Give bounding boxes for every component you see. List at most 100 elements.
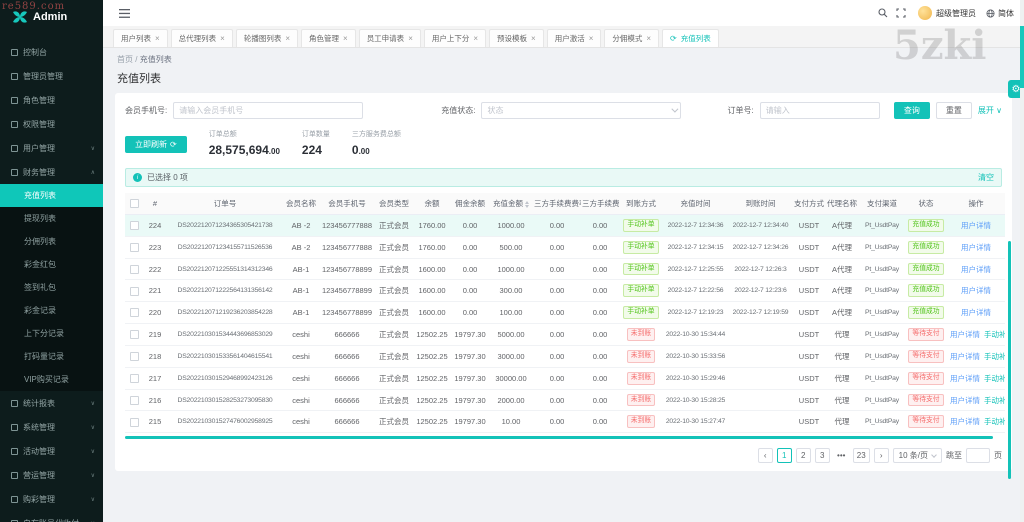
- tab-用户列表[interactable]: 用户列表 ×: [113, 29, 168, 47]
- user-detail-link[interactable]: 用户详情: [961, 264, 991, 274]
- sidebar-item-角色管理[interactable]: 角色管理: [0, 88, 103, 112]
- sidebar-item-控制台[interactable]: 控制台: [0, 40, 103, 64]
- sidebar-subitem-分佣列表[interactable]: 分佣列表: [24, 237, 56, 246]
- tab-用户激活[interactable]: 用户激活 ×: [546, 29, 602, 47]
- user-detail-link[interactable]: 用户详情: [950, 373, 980, 383]
- search-icon[interactable]: [874, 4, 892, 22]
- reset-button[interactable]: 重置: [935, 102, 972, 119]
- page-button-2[interactable]: 2: [795, 448, 811, 464]
- status-filter-select[interactable]: [481, 102, 682, 119]
- sidebar-item-活动管理[interactable]: 活动管理 ∨: [0, 439, 103, 463]
- tab-轮播图列表[interactable]: 轮播图列表 ×: [235, 29, 299, 47]
- jump-page-input[interactable]: [966, 448, 990, 464]
- row-checkbox[interactable]: [129, 330, 139, 340]
- select-all-checkbox[interactable]: [129, 199, 139, 209]
- sidebar-item-管理员管理[interactable]: 管理员管理: [0, 64, 103, 88]
- window-scrollbar[interactable]: [1020, 0, 1024, 522]
- tab-分佣模式[interactable]: 分佣模式 ×: [604, 29, 660, 47]
- row-checkbox[interactable]: [129, 243, 139, 252]
- user-detail-link[interactable]: 用户详情: [950, 417, 980, 427]
- vertical-scrollbar[interactable]: [1008, 241, 1011, 479]
- sidebar-item-用户管理[interactable]: 用户管理 ∨: [0, 136, 103, 160]
- cell-agent-name: 代理: [825, 389, 859, 412]
- avatar[interactable]: [918, 6, 932, 20]
- window-scrollbar-thumb[interactable]: [1020, 26, 1024, 88]
- manual-fill-link[interactable]: 手动补单: [984, 395, 1005, 405]
- tab-预设模板[interactable]: 预设模板 ×: [489, 29, 544, 47]
- cell-fee: 0.00: [581, 345, 619, 368]
- next-page-button[interactable]: ›: [873, 448, 889, 464]
- status-filter-value[interactable]: [481, 102, 682, 119]
- expand-toggle[interactable]: 展开 ∨: [977, 106, 1002, 115]
- tab-总代理列表[interactable]: 总代理列表 ×: [170, 29, 233, 47]
- row-checkbox[interactable]: [129, 286, 139, 296]
- row-checkbox[interactable]: [129, 417, 139, 427]
- sidebar-item-统计报表[interactable]: 统计报表 ∨: [0, 391, 103, 415]
- sidebar-item-系统管理[interactable]: 系统管理 ∨: [0, 415, 103, 439]
- tab-充值列表[interactable]: ⟳ 充值列表: [662, 29, 719, 47]
- close-icon[interactable]: ×: [343, 34, 348, 43]
- search-button[interactable]: 查询: [893, 102, 930, 119]
- page-button-1[interactable]: 1: [776, 448, 792, 464]
- close-icon[interactable]: ×: [285, 34, 291, 43]
- sidebar-item-营运管理[interactable]: 营运管理 ∨: [0, 463, 103, 487]
- row-checkbox[interactable]: [129, 373, 139, 383]
- close-icon[interactable]: ×: [220, 34, 225, 43]
- sidebar-subitem-彩金记录[interactable]: 彩金记录: [24, 306, 56, 315]
- sidebar-item-财务管理[interactable]: 财务管理 ∧: [0, 160, 103, 184]
- row-checkbox[interactable]: [129, 352, 139, 362]
- user-detail-link[interactable]: 用户详情: [961, 242, 991, 252]
- user-detail-link[interactable]: 用户详情: [950, 351, 980, 361]
- sidebar-subitem-签到礼包[interactable]: 签到礼包: [24, 283, 56, 292]
- row-checkbox[interactable]: [129, 395, 139, 405]
- fullscreen-icon[interactable]: [892, 4, 910, 22]
- sidebar-item-权限管理[interactable]: 权限管理: [0, 112, 103, 136]
- language-switch[interactable]: 简体: [986, 8, 1014, 19]
- close-icon[interactable]: ×: [408, 34, 413, 43]
- hamburger-icon[interactable]: [115, 4, 133, 22]
- page-button-23[interactable]: 23: [852, 448, 870, 464]
- cell-order-no: DS202210301533561404615541: [167, 345, 283, 368]
- row-checkbox[interactable]: [129, 308, 139, 318]
- cell-member-type: 正式会员: [375, 389, 413, 412]
- clear-selection-link[interactable]: 清空: [978, 173, 994, 182]
- order-filter-input[interactable]: [759, 102, 880, 119]
- close-icon[interactable]: ×: [155, 34, 160, 43]
- sidebar-subitem-彩金红包[interactable]: 彩金红包: [24, 260, 56, 269]
- phone-filter-input[interactable]: [173, 102, 364, 119]
- user-detail-link[interactable]: 用户详情: [950, 395, 980, 405]
- manual-fill-link[interactable]: 手动补单: [984, 417, 1005, 427]
- user-detail-link[interactable]: 用户详情: [950, 330, 980, 340]
- user-detail-link[interactable]: 用户详情: [961, 308, 991, 318]
- close-icon[interactable]: ×: [473, 34, 479, 43]
- row-checkbox[interactable]: [129, 264, 139, 274]
- user-detail-link[interactable]: 用户详情: [961, 220, 991, 230]
- manual-fill-link[interactable]: 手动补单: [984, 373, 1005, 383]
- sidebar-subitem-提现列表[interactable]: 提现列表: [24, 214, 56, 223]
- sidebar-item-购彩管理[interactable]: 购彩管理 ∨: [0, 487, 103, 511]
- close-icon[interactable]: ×: [588, 34, 594, 43]
- sort-carets-icon[interactable]: [525, 200, 529, 208]
- per-page-select[interactable]: 10 条/页: [892, 448, 942, 464]
- sidebar-subitem-充值列表[interactable]: 充值列表: [0, 184, 103, 207]
- user-detail-link[interactable]: 用户详情: [961, 286, 991, 296]
- horizontal-scrollbar[interactable]: [125, 436, 994, 440]
- refresh-now-button[interactable]: 立即刷新 ⟳: [125, 135, 187, 153]
- page-button-3[interactable]: 3: [814, 448, 830, 464]
- prev-page-button[interactable]: ‹: [757, 448, 773, 464]
- row-checkbox[interactable]: [129, 221, 139, 231]
- close-icon[interactable]: ×: [531, 34, 536, 43]
- breadcrumb-home[interactable]: 首页: [117, 55, 133, 64]
- tab-用户上下分[interactable]: 用户上下分 ×: [423, 29, 487, 47]
- sidebar-subitem-打码量记录[interactable]: 打码量记录: [24, 352, 64, 361]
- cell-arrive-method: 手动补单: [619, 214, 663, 237]
- tab-角色管理[interactable]: 角色管理 ×: [301, 29, 356, 47]
- sidebar-item-自有账号代收付[interactable]: 自有账号代收付 ∨: [0, 511, 103, 522]
- sidebar-subitem-上下分记录[interactable]: 上下分记录: [24, 329, 64, 338]
- close-icon[interactable]: ×: [646, 34, 652, 43]
- manual-fill-link[interactable]: 手动补单: [984, 351, 1005, 361]
- username[interactable]: 超级管理员: [936, 8, 976, 18]
- tab-员工申请表[interactable]: 员工申请表 ×: [358, 29, 421, 47]
- sidebar-subitem-VIP购买记录[interactable]: VIP购买记录: [24, 375, 69, 384]
- manual-fill-link[interactable]: 手动补单: [984, 330, 1005, 340]
